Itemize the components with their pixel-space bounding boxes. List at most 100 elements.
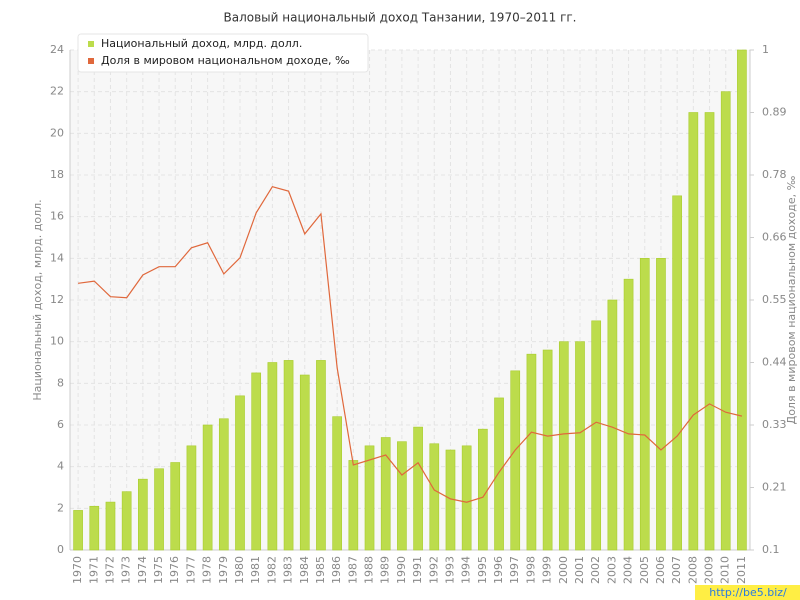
x-tick-label: 2006 bbox=[654, 556, 667, 584]
y-tick-label: 22 bbox=[50, 85, 64, 98]
bar bbox=[672, 195, 682, 551]
x-tick-label: 1998 bbox=[524, 556, 537, 584]
bar bbox=[623, 278, 634, 551]
x-tick-label: 1977 bbox=[184, 556, 197, 584]
bar bbox=[526, 353, 537, 551]
x-tick-label: 2004 bbox=[622, 556, 635, 584]
bar bbox=[380, 437, 391, 551]
y2-tick-label: 0.21 bbox=[762, 481, 787, 494]
x-tick-label: 2009 bbox=[703, 556, 716, 584]
x-tick-label: 1974 bbox=[136, 556, 149, 584]
bar bbox=[138, 478, 148, 551]
x-tick-label: 1975 bbox=[152, 556, 165, 584]
bar bbox=[316, 360, 326, 551]
y-tick-label: 4 bbox=[57, 460, 64, 473]
y-tick-label: 8 bbox=[57, 376, 64, 389]
x-tick-label: 1973 bbox=[120, 556, 133, 584]
x-tick-label: 1992 bbox=[427, 556, 440, 584]
x-tick-label: 2010 bbox=[719, 556, 732, 584]
bar bbox=[639, 258, 650, 551]
x-tick-label: 1994 bbox=[460, 556, 473, 584]
bar bbox=[656, 258, 666, 551]
y-tick-label: 12 bbox=[50, 293, 64, 306]
x-tick-label: 2000 bbox=[557, 556, 570, 584]
bar bbox=[461, 445, 472, 551]
y-axis-label: Национальный доход, млрд. долл. bbox=[31, 199, 44, 400]
x-tick-label: 1976 bbox=[168, 556, 181, 584]
legend-box bbox=[77, 33, 369, 73]
bar bbox=[688, 112, 699, 551]
watermark: http://be5.biz/ bbox=[709, 586, 787, 599]
bar bbox=[720, 91, 731, 551]
x-tick-label: 1996 bbox=[492, 556, 505, 584]
x-tick-label: 2003 bbox=[605, 556, 618, 584]
x-tick-label: 1987 bbox=[346, 556, 359, 584]
x-tick-label: 2011 bbox=[735, 556, 748, 584]
bar bbox=[413, 426, 423, 551]
x-tick-label: 1999 bbox=[541, 556, 554, 584]
x-tick-label: 1995 bbox=[476, 556, 489, 584]
y-tick-label: 16 bbox=[50, 210, 64, 223]
x-tick-label: 1988 bbox=[363, 556, 376, 584]
x-tick-label: 1984 bbox=[298, 556, 311, 584]
x-tick-label: 1983 bbox=[282, 556, 295, 584]
bar bbox=[121, 491, 132, 551]
bar bbox=[542, 349, 553, 551]
bar bbox=[186, 445, 197, 551]
bar bbox=[429, 443, 440, 551]
bar bbox=[575, 341, 585, 551]
bar bbox=[89, 505, 100, 551]
marks bbox=[73, 49, 747, 551]
chart-title: Валовый национальный доход Танзании, 197… bbox=[224, 11, 577, 25]
bar bbox=[478, 428, 488, 551]
y2-axis-label: Доля в мировом национальном доходе, ‰ bbox=[785, 175, 798, 424]
bar bbox=[397, 441, 407, 551]
legend: Национальный доход, млрд. долл. Доля в ми… bbox=[77, 33, 369, 73]
bar bbox=[364, 445, 375, 551]
x-tick-label: 1991 bbox=[411, 556, 424, 584]
bar bbox=[607, 299, 618, 551]
bar bbox=[235, 395, 245, 551]
x-tick-label: 2001 bbox=[573, 556, 586, 584]
legend-swatch bbox=[88, 41, 94, 47]
y2-tick-label: 0.89 bbox=[762, 106, 787, 119]
legend-label: Национальный доход, млрд. долл. bbox=[101, 37, 302, 50]
y2-tick-label: 0.66 bbox=[762, 231, 787, 244]
x-tick-label: 2007 bbox=[670, 556, 683, 584]
legend-swatch bbox=[88, 58, 94, 64]
y-tick-label: 20 bbox=[50, 126, 64, 139]
x-tick-label: 1989 bbox=[379, 556, 392, 584]
x-tick-label: 1993 bbox=[443, 556, 456, 584]
x-tick-label: 1982 bbox=[265, 556, 278, 584]
x-tick-label: 1980 bbox=[233, 556, 246, 584]
x-tick-label: 1990 bbox=[395, 556, 408, 584]
bar bbox=[737, 49, 747, 551]
x-tick-label: 1985 bbox=[314, 556, 327, 584]
bar bbox=[218, 418, 229, 551]
labels: 0246810121416182022240.10.210.330.440.55… bbox=[50, 43, 787, 584]
y2-tick-label: 0.78 bbox=[762, 168, 787, 181]
x-tick-label: 1971 bbox=[87, 556, 100, 584]
y2-tick-label: 0.44 bbox=[762, 356, 787, 369]
bar bbox=[267, 362, 278, 551]
y-tick-label: 24 bbox=[50, 43, 64, 56]
legend-label: Доля в мировом национальном доходе, ‰ bbox=[101, 54, 350, 67]
bar bbox=[105, 501, 116, 551]
y2-tick-label: 0.1 bbox=[762, 543, 780, 556]
bar bbox=[494, 397, 504, 551]
line bbox=[78, 185, 743, 503]
bar bbox=[591, 320, 602, 551]
bar bbox=[299, 374, 310, 551]
bar bbox=[251, 372, 262, 551]
bar bbox=[704, 112, 715, 551]
y-tick-label: 2 bbox=[57, 501, 64, 514]
y2-tick-label: 0.33 bbox=[762, 418, 787, 431]
bar bbox=[73, 510, 83, 551]
bar bbox=[332, 416, 342, 551]
x-tick-label: 1986 bbox=[330, 556, 343, 584]
y2-tick-label: 1 bbox=[762, 43, 769, 56]
x-tick-label: 2002 bbox=[589, 556, 602, 584]
x-tick-label: 1981 bbox=[249, 556, 262, 584]
bar bbox=[558, 341, 569, 551]
